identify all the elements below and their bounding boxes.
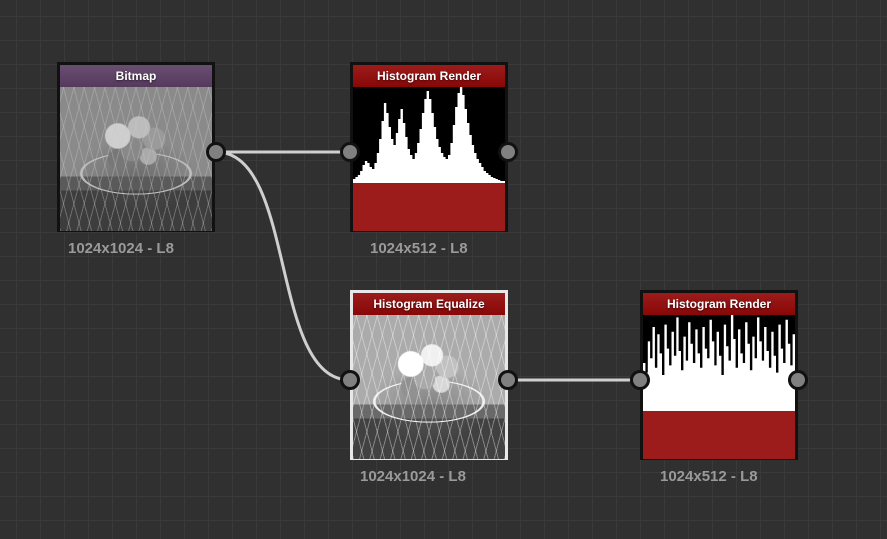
port-output[interactable] xyxy=(206,142,226,162)
node-title: Histogram Render xyxy=(377,69,481,83)
node-caption: 1024x1024 - L8 xyxy=(360,468,466,485)
node-title: Bitmap xyxy=(116,69,157,83)
histogram-footer xyxy=(643,411,795,459)
node-header[interactable]: Bitmap xyxy=(60,65,212,87)
port-output[interactable] xyxy=(788,370,808,390)
histogram-chart xyxy=(353,87,505,183)
node-caption: 1024x1024 - L8 xyxy=(68,240,174,257)
node-preview xyxy=(60,87,212,231)
histogram-chart xyxy=(643,315,795,411)
node-caption: 1024x512 - L8 xyxy=(370,240,468,257)
port-input[interactable] xyxy=(340,142,360,162)
preview-bitmap xyxy=(60,87,212,231)
node-header[interactable]: Histogram Render xyxy=(643,293,795,315)
node-preview xyxy=(353,315,505,459)
node-title: Histogram Render xyxy=(667,297,771,311)
node-histogram-render-bottom[interactable]: Histogram Render xyxy=(640,290,798,460)
port-output[interactable] xyxy=(498,370,518,390)
port-input[interactable] xyxy=(340,370,360,390)
node-header[interactable]: Histogram Render xyxy=(353,65,505,87)
node-preview xyxy=(643,315,795,459)
histogram-footer xyxy=(353,183,505,231)
node-caption: 1024x512 - L8 xyxy=(660,468,758,485)
node-histogram-equalize[interactable]: Histogram Equalize xyxy=(350,290,508,460)
node-title: Histogram Equalize xyxy=(373,297,484,311)
node-histogram-render-top[interactable]: Histogram Render xyxy=(350,62,508,232)
port-input[interactable] xyxy=(630,370,650,390)
node-preview xyxy=(353,87,505,231)
node-bitmap[interactable]: Bitmap xyxy=(57,62,215,232)
preview-equalized xyxy=(353,315,505,459)
node-header[interactable]: Histogram Equalize xyxy=(353,293,505,315)
port-output[interactable] xyxy=(498,142,518,162)
